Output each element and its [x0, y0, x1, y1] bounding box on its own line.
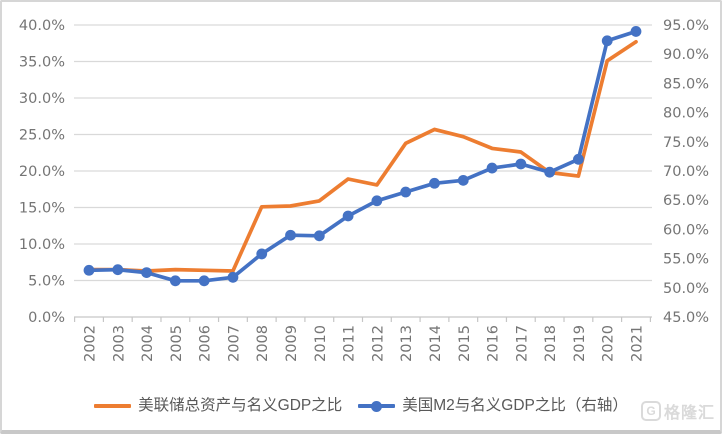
x-axis-year-label: 2009 — [284, 325, 300, 362]
legend-line-dot-swatch-blue — [358, 400, 396, 412]
data-point-marker — [601, 35, 613, 47]
right-axis-tick-label: 95.0% — [663, 18, 709, 34]
data-point-marker — [371, 195, 383, 207]
x-axis-year-label: 2006 — [198, 325, 214, 362]
data-point-marker — [573, 153, 584, 165]
x-axis-year-label: 2020 — [601, 325, 617, 362]
left-axis-tick-label: 20.0% — [19, 164, 65, 180]
legend-label-fed-assets: 美联储总资产与名义GDP之比 — [138, 397, 343, 415]
data-point-marker — [112, 264, 124, 276]
series-m2-markers — [83, 26, 642, 287]
x-axis-year-label: 2002 — [83, 325, 99, 362]
data-point-marker — [256, 248, 268, 260]
left-axis-tick-label: 30.0% — [19, 91, 65, 107]
data-point-marker — [285, 229, 296, 241]
x-axis — [74, 316, 652, 322]
x-axis-year-label: 2014 — [428, 325, 444, 362]
x-axis-year-label: 2015 — [457, 325, 473, 362]
data-point-marker — [457, 174, 469, 186]
x-axis-labels: 2002 2003 2004 2005 2006 2007 2008 2009 2010 2011… — [83, 325, 646, 362]
x-axis-year-label: 2007 — [226, 325, 242, 362]
x-axis-year-label: 2019 — [572, 325, 588, 362]
left-axis-tick-label: 40.0% — [19, 18, 65, 34]
data-point-marker — [227, 271, 239, 283]
left-axis-tick-label: 35.0% — [19, 55, 65, 71]
data-point-marker — [83, 264, 95, 276]
legend-line-swatch-orange — [94, 400, 132, 412]
x-axis-year-label: 2018 — [543, 325, 559, 362]
x-axis-year-label: 2013 — [399, 325, 415, 362]
legend-item-fed-assets: 美联储总资产与名义GDP之比 — [94, 398, 342, 414]
data-point-marker — [515, 158, 527, 170]
x-axis-year-label: 2017 — [514, 325, 530, 362]
left-axis-tick-label: 15.0% — [19, 201, 65, 217]
left-axis-tick-label: 5.0% — [28, 274, 65, 290]
data-point-marker — [400, 186, 412, 198]
data-point-marker — [429, 177, 440, 189]
gridlines — [74, 24, 652, 282]
data-point-marker — [198, 275, 210, 287]
right-axis-tick-label: 55.0% — [663, 252, 709, 268]
right-axis-tick-label: 85.0% — [663, 76, 709, 92]
x-axis-year-label: 2004 — [140, 325, 156, 362]
data-point-marker — [169, 275, 181, 287]
x-axis-year-label: 2003 — [111, 325, 127, 362]
right-axis-tick-label: 60.0% — [663, 222, 709, 238]
right-axis-labels: 45.0% 50.0% 55.0% 60.0% 65.0% 70.0% 75.0% 80.0%… — [663, 18, 709, 326]
legend-item-m2: 美国M2与名义GDP之比（右轴） — [358, 398, 628, 414]
right-axis-tick-label: 45.0% — [663, 310, 709, 326]
data-point-marker — [141, 267, 152, 279]
legend-label-m2: 美国M2与名义GDP之比（右轴） — [402, 397, 628, 415]
chart-canvas: 0.0% 5.0% 10.0% 15.0% 20.0% 25.0% 30.0% 35.0% 40… — [19, 18, 709, 362]
left-axis-tick-label: 0.0% — [28, 310, 65, 326]
x-axis-year-label: 2011 — [342, 325, 358, 362]
right-axis-tick-label: 70.0% — [663, 164, 709, 180]
x-axis-year-label: 2008 — [255, 325, 271, 362]
watermark-text: 格隆汇 — [663, 405, 715, 422]
right-axis-tick-label: 90.0% — [663, 47, 709, 63]
x-axis-year-label: 2021 — [630, 325, 646, 362]
chart-legend: 美联储总资产与名义GDP之比 美国M2与名义GDP之比（右轴） — [2, 393, 720, 419]
data-point-marker — [342, 210, 354, 222]
x-axis-year-label: 2012 — [370, 325, 386, 362]
gelonghui-logo-icon: G — [640, 401, 661, 421]
left-axis-tick-label: 25.0% — [19, 128, 65, 144]
right-axis-tick-label: 50.0% — [663, 281, 709, 297]
series-m2-line — [83, 26, 642, 287]
left-axis-labels: 0.0% 5.0% 10.0% 15.0% 20.0% 25.0% 30.0% 35.0% 40… — [19, 18, 65, 326]
x-axis-year-label: 2010 — [313, 325, 329, 362]
right-axis-tick-label: 80.0% — [663, 106, 709, 122]
data-point-marker — [486, 162, 498, 174]
x-axis-year-label: 2005 — [169, 325, 185, 362]
series-fed-assets-line — [87, 39, 638, 273]
data-point-marker — [630, 26, 642, 37]
x-axis-year-label: 2016 — [486, 325, 502, 362]
data-point-marker — [544, 166, 556, 178]
right-axis-tick-label: 75.0% — [663, 135, 709, 151]
data-point-marker — [313, 230, 325, 242]
gelonghui-watermark: G 格隆汇 — [640, 399, 715, 423]
left-axis-tick-label: 10.0% — [19, 237, 65, 253]
right-axis-tick-label: 65.0% — [663, 193, 709, 209]
